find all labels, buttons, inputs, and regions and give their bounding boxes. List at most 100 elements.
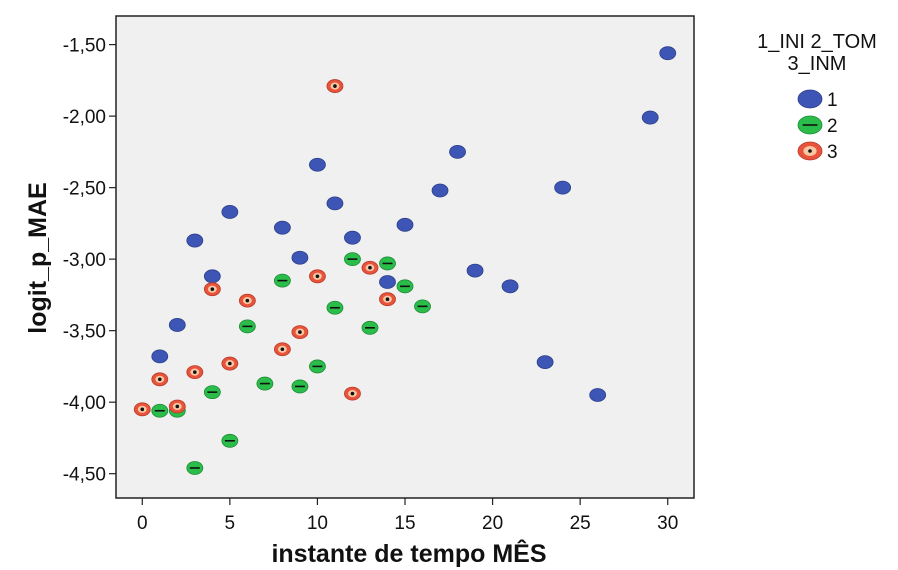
y-axis: -1,50 -2,00 -2,50 -3,00 -3,50 -4,00 -4,50 — [63, 36, 116, 486]
data-point — [238, 293, 256, 308]
data-point — [501, 279, 519, 294]
legend-marker-2 — [797, 115, 823, 135]
marker-dot — [298, 330, 302, 334]
data-point — [168, 399, 186, 414]
data-point — [133, 402, 151, 417]
series-1 — [151, 46, 677, 402]
y-tick-label: -1,50 — [63, 36, 106, 57]
data-point — [186, 233, 204, 248]
x-tick-label: 10 — [307, 513, 328, 534]
plot-area — [115, 15, 695, 499]
data-points — [133, 46, 677, 475]
marker-dot — [157, 377, 162, 382]
marker-shape — [221, 205, 239, 219]
marker-shape — [326, 196, 344, 211]
marker-shape — [536, 355, 554, 370]
marker-shape — [309, 157, 326, 172]
data-point — [291, 325, 309, 339]
x-axis: 0 5 10 15 20 25 30 — [137, 498, 678, 534]
data-point — [361, 260, 379, 275]
data-point — [273, 342, 291, 357]
marker-shape — [449, 144, 466, 159]
data-point — [361, 320, 379, 335]
y-tick-label: -2,00 — [63, 107, 106, 128]
data-point — [309, 359, 326, 374]
marker-shape — [797, 89, 823, 109]
data-point — [186, 461, 204, 475]
marker-shape — [291, 250, 309, 265]
data-point — [309, 269, 326, 284]
data-point — [449, 144, 466, 159]
data-point — [186, 365, 204, 380]
legend-title-line1: 1_INI 2_TOM — [757, 31, 877, 53]
data-point — [168, 318, 186, 332]
data-point — [326, 79, 344, 93]
data-point — [414, 299, 431, 314]
series-2 — [151, 252, 431, 475]
legend-label-3: 3 — [827, 142, 838, 163]
marker-shape — [659, 46, 677, 61]
x-tick-label: 30 — [657, 513, 678, 534]
marker-dot — [175, 404, 180, 409]
y-tick-label: -2,50 — [63, 179, 106, 200]
data-point — [151, 403, 169, 418]
data-point — [641, 110, 659, 125]
legend-marker-1 — [797, 89, 823, 109]
marker-dot — [210, 287, 215, 291]
data-point — [151, 372, 169, 387]
marker-shape — [396, 217, 414, 232]
marker-dot — [228, 361, 232, 366]
data-point — [466, 263, 484, 278]
marker-dot — [808, 149, 812, 153]
data-point — [203, 385, 221, 400]
marker-shape — [186, 233, 204, 248]
marker-dot — [350, 391, 355, 396]
marker-shape — [501, 279, 519, 294]
data-point — [256, 376, 274, 391]
marker-dot — [315, 274, 320, 279]
data-point — [151, 349, 169, 364]
marker-shape — [379, 275, 396, 289]
data-point — [221, 205, 239, 219]
series-3 — [133, 79, 396, 417]
x-axis-title: instante de tempo MÊS — [271, 538, 546, 568]
x-tick-label: 15 — [394, 513, 415, 534]
data-point — [291, 250, 309, 265]
x-tick-label: 0 — [137, 513, 148, 534]
x-tick-label: 20 — [482, 513, 503, 534]
marker-shape — [203, 269, 221, 284]
y-tick-label: -3,00 — [63, 250, 106, 271]
x-tick-label: 25 — [570, 513, 591, 534]
marker-shape — [431, 183, 449, 198]
legend-label-2: 2 — [827, 116, 838, 137]
data-point — [309, 157, 326, 172]
marker-dot — [245, 298, 250, 303]
data-point — [379, 256, 396, 271]
marker-shape — [641, 110, 659, 125]
data-point — [221, 433, 239, 448]
marker-dot — [193, 370, 197, 374]
marker-dot — [333, 84, 337, 88]
data-point — [396, 217, 414, 232]
marker-shape — [344, 230, 361, 245]
marker-dot — [140, 407, 145, 412]
marker-shape — [554, 180, 572, 195]
data-point — [344, 252, 361, 267]
data-point — [273, 273, 291, 288]
x-tick-label: 5 — [225, 513, 236, 534]
data-point — [291, 379, 309, 394]
data-point — [379, 292, 396, 307]
data-point — [554, 180, 572, 195]
data-point — [589, 388, 607, 402]
data-point — [379, 275, 396, 289]
data-point — [326, 196, 344, 211]
legend-label-1: 1 — [827, 90, 838, 111]
legend-title-line2: 3_INM — [788, 53, 847, 75]
marker-shape — [151, 349, 169, 364]
marker-dot — [368, 265, 372, 270]
y-axis-title: logit_p_MAE — [24, 182, 52, 333]
marker-shape — [466, 263, 484, 278]
data-point — [238, 319, 256, 334]
